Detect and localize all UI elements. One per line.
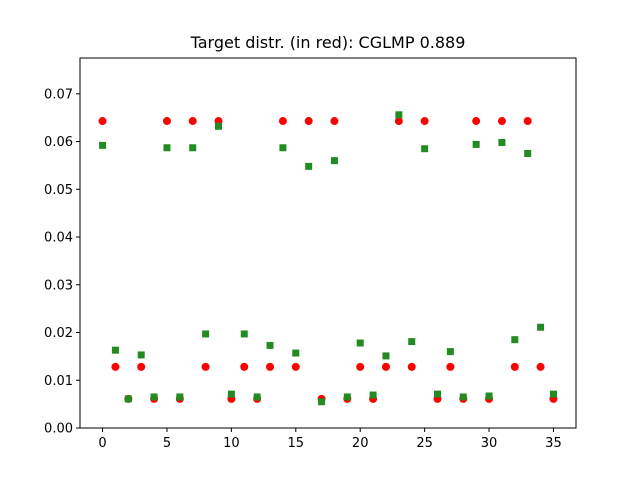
x-tick-label: 15 — [288, 436, 305, 451]
data-point-circle — [381, 362, 390, 371]
data-point-square — [382, 352, 390, 360]
data-point-square — [549, 390, 557, 398]
data-point-square — [292, 349, 300, 357]
data-point-square — [511, 336, 519, 344]
data-point-square — [124, 395, 132, 403]
data-point-square — [253, 393, 261, 401]
data-point-circle — [510, 362, 519, 371]
data-point-square — [305, 162, 313, 170]
data-point-circle — [394, 117, 403, 126]
plot-area-frame — [79, 57, 577, 429]
x-tick-label: 30 — [481, 436, 498, 451]
data-point-circle — [98, 117, 107, 126]
data-point-square — [279, 144, 287, 152]
data-point-circle — [472, 117, 481, 126]
data-point-square — [111, 346, 119, 354]
data-point-square — [343, 393, 351, 401]
data-point-circle — [137, 362, 146, 371]
data-point-square — [356, 339, 364, 347]
y-tick-label: 0.00 — [44, 422, 73, 437]
data-point-square — [214, 122, 222, 130]
x-tick-label: 10 — [223, 436, 240, 451]
data-marks — [98, 111, 558, 406]
y-tick-label: 0.01 — [44, 374, 73, 389]
data-point-circle — [278, 117, 287, 126]
data-point-square — [99, 141, 107, 149]
data-point-circle — [536, 362, 545, 371]
y-tick-label: 0.06 — [44, 135, 73, 150]
data-point-circle — [240, 362, 249, 371]
data-point-circle — [162, 117, 171, 126]
data-point-square — [227, 390, 235, 398]
data-point-circle — [304, 117, 313, 126]
data-point-square — [318, 398, 326, 406]
data-point-square — [459, 393, 467, 401]
data-point-square — [472, 140, 480, 148]
data-point-square — [330, 157, 338, 165]
x-tick-label: 35 — [545, 436, 562, 451]
y-tick-label: 0.02 — [44, 326, 73, 341]
y-tick-label: 0.04 — [44, 231, 73, 246]
data-point-circle — [446, 362, 455, 371]
x-tick-label: 25 — [416, 436, 433, 451]
x-tick-label: 20 — [352, 436, 369, 451]
y-tick-label: 0.05 — [44, 183, 73, 198]
data-point-circle — [356, 362, 365, 371]
data-point-square — [434, 390, 442, 398]
data-point-square — [163, 144, 171, 152]
x-tick-label: 0 — [98, 436, 106, 451]
data-point-square — [485, 392, 493, 400]
data-point-circle — [111, 362, 120, 371]
data-point-square — [189, 144, 197, 152]
y-tick-label: 0.07 — [44, 87, 73, 102]
data-point-square — [202, 330, 210, 338]
data-point-circle — [497, 117, 506, 126]
data-point-square — [537, 323, 545, 331]
data-point-circle — [523, 117, 532, 126]
data-point-square — [266, 341, 274, 349]
data-point-square — [369, 391, 377, 399]
data-point-circle — [407, 362, 416, 371]
data-point-square — [176, 393, 184, 401]
data-point-circle — [266, 362, 275, 371]
data-point-circle — [291, 362, 300, 371]
data-point-square — [137, 351, 145, 359]
data-point-square — [150, 393, 158, 401]
data-point-square — [421, 145, 429, 153]
axes: 0 5 10 15 20 25 30 35 0.00 0.01 0.02 0.03 0.04 0.05 0.… — [44, 87, 562, 451]
data-point-circle — [420, 117, 429, 126]
data-point-circle — [201, 362, 210, 371]
data-point-square — [240, 330, 248, 338]
y-tick-label: 0.03 — [44, 278, 73, 293]
data-point-square — [408, 338, 416, 346]
data-point-square — [446, 348, 454, 356]
x-tick-label: 5 — [163, 436, 171, 451]
data-point-square — [498, 139, 506, 147]
data-point-square — [524, 149, 532, 157]
data-point-circle — [330, 117, 339, 126]
chart-title: Target distr. (in red): CGLMP 0.889 — [190, 33, 466, 52]
data-point-square — [395, 111, 403, 119]
data-point-circle — [188, 117, 197, 126]
